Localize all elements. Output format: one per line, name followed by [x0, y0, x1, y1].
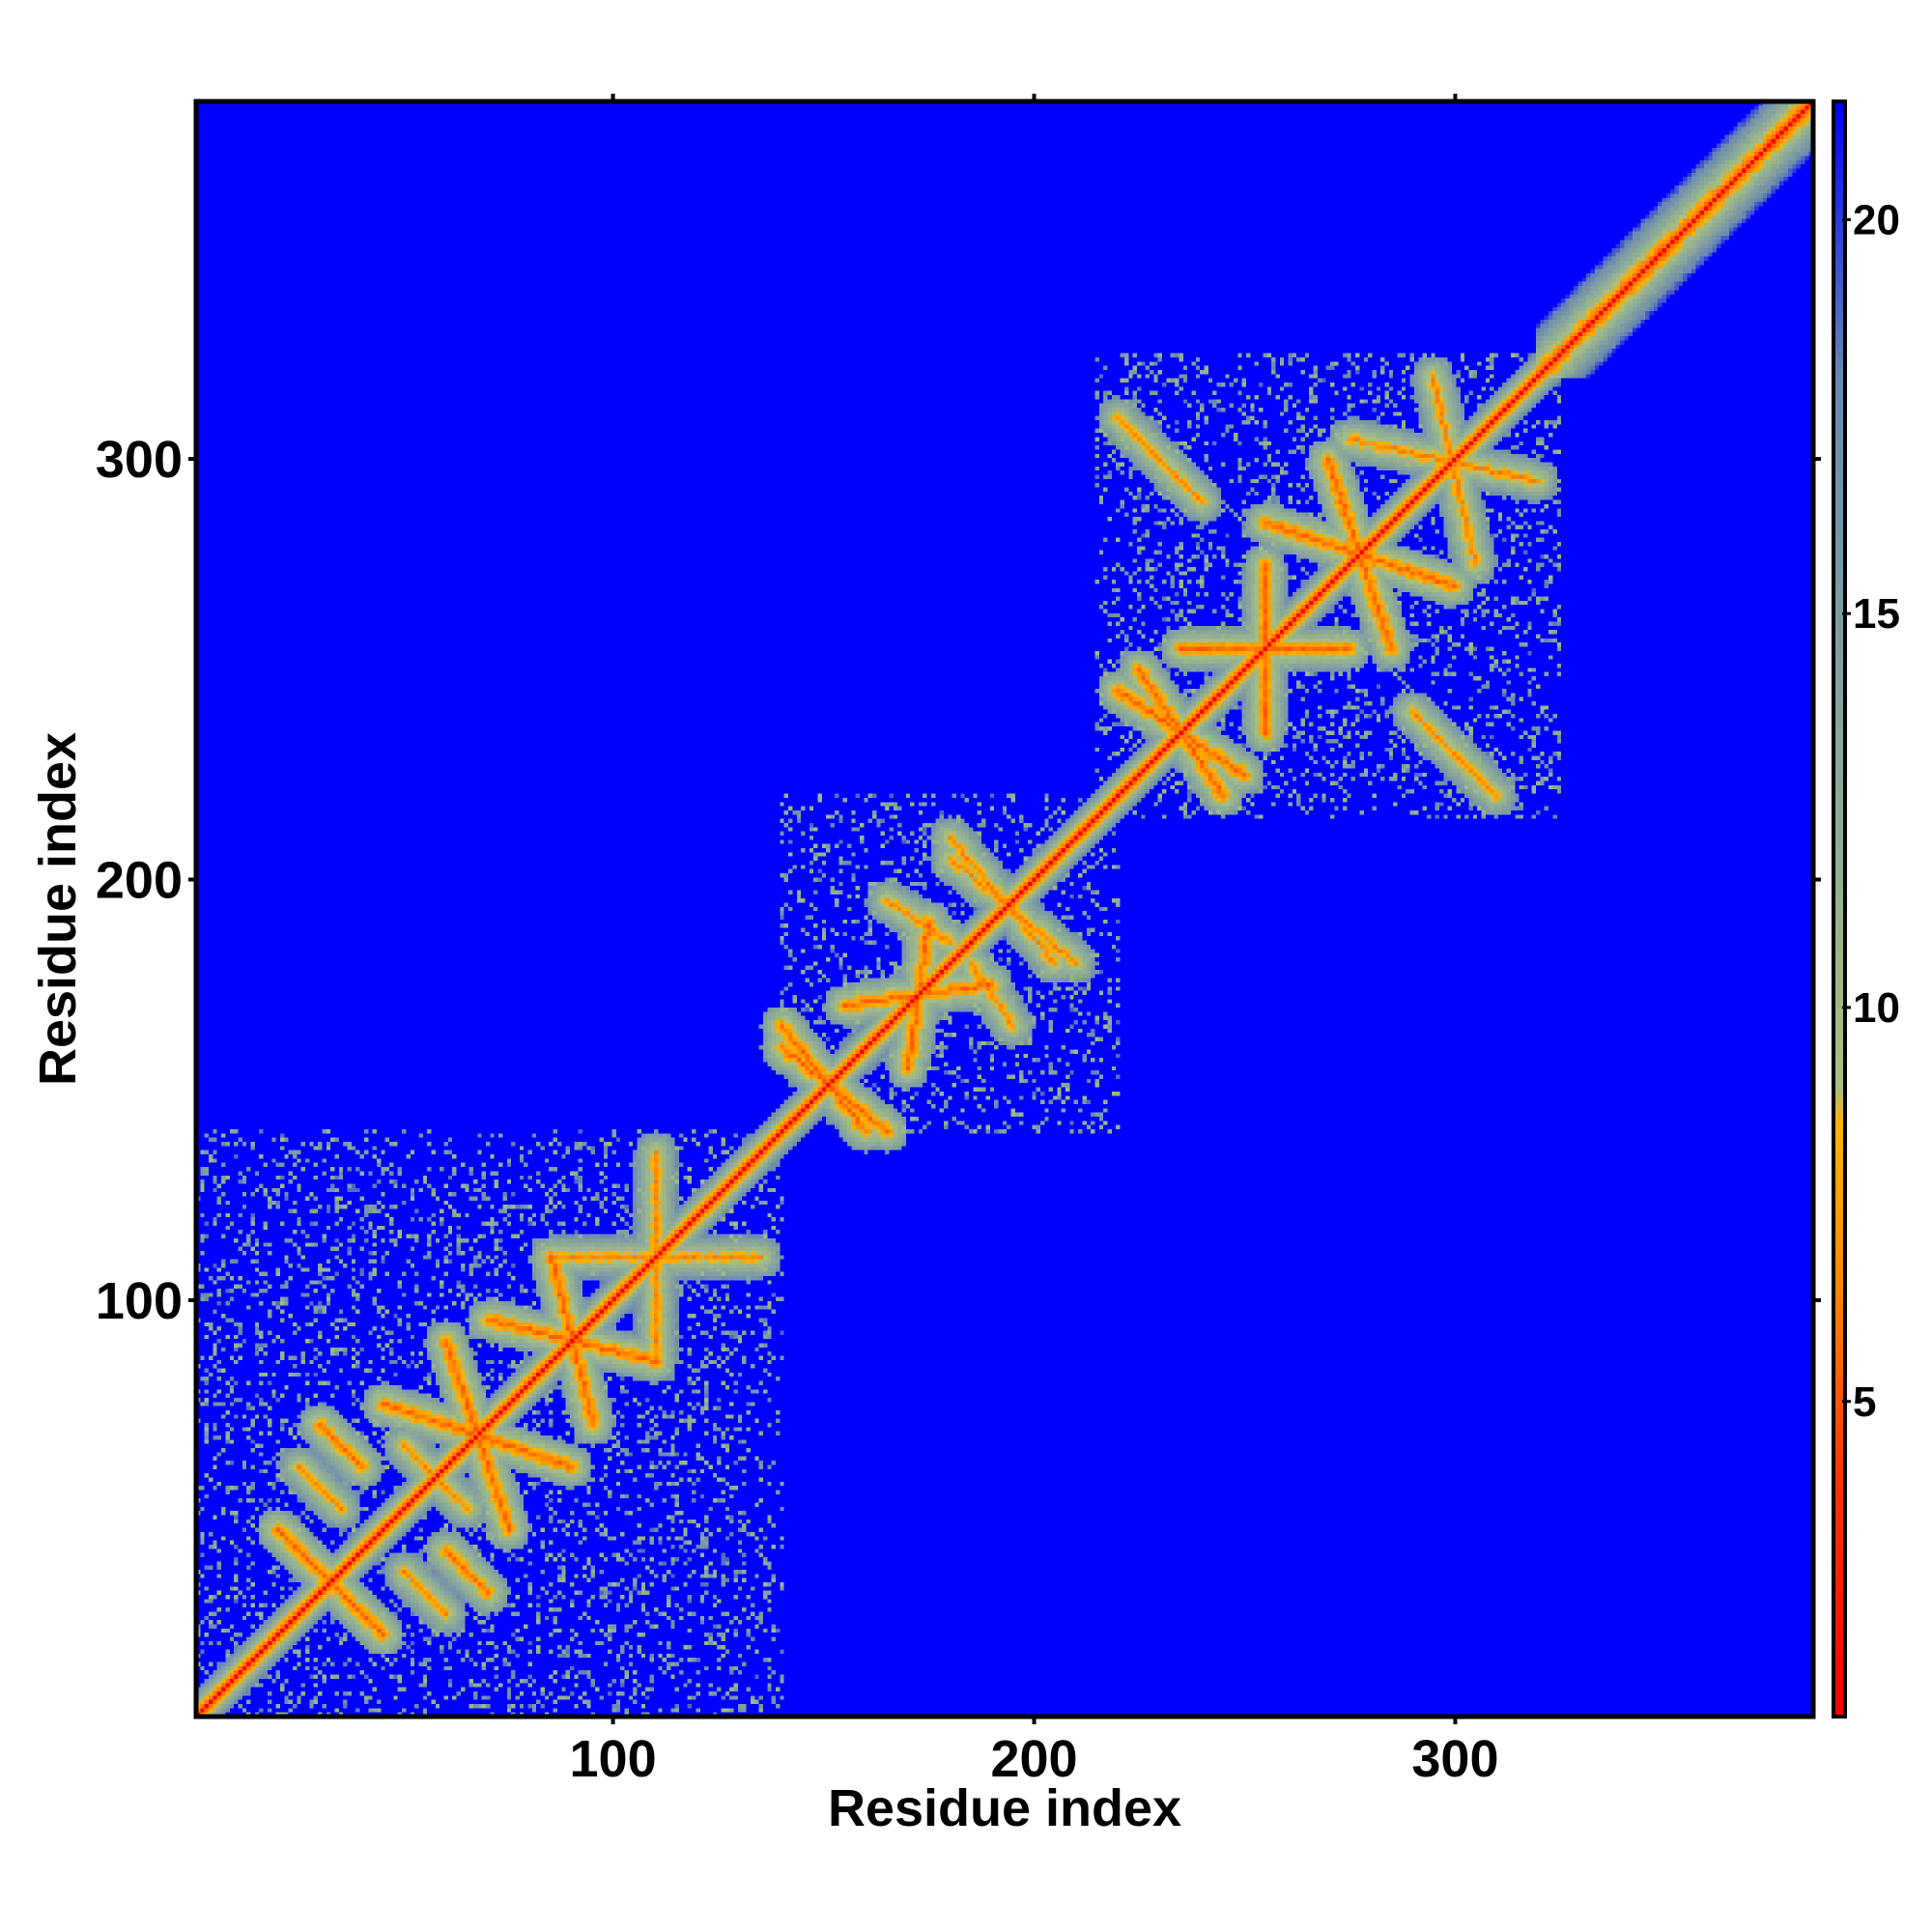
- colorbar-tick-label: 10: [1853, 984, 1900, 1032]
- x-axis-title: Residue index: [828, 1779, 1181, 1837]
- x-tick-label: 200: [990, 1730, 1077, 1788]
- y-axis: 100 200 300: [96, 431, 1821, 1330]
- colorbar-tick-label: 15: [1853, 590, 1900, 638]
- heatmap-cells: [196, 101, 1813, 1717]
- x-axis: 100 200 300: [570, 94, 1499, 1788]
- colorbar: 5 10 15 20: [1832, 99, 1900, 1719]
- colorbar-tick-label: 5: [1853, 1378, 1876, 1426]
- y-tick-label: 300: [96, 431, 183, 489]
- colorbar-tick-label: 20: [1853, 196, 1900, 243]
- heatmap: [196, 101, 1813, 1717]
- colorbar-ticks: 5 10 15 20: [1842, 196, 1900, 1426]
- y-tick-label: 100: [96, 1272, 183, 1330]
- y-tick-label: 200: [96, 852, 183, 910]
- x-tick-label: 100: [570, 1730, 657, 1788]
- plot-frame: [193, 99, 1816, 1719]
- y-axis-title: Residue index: [29, 732, 87, 1086]
- colorbar-gradient: [1833, 101, 1845, 1717]
- x-tick-label: 300: [1411, 1730, 1498, 1788]
- colorbar-frame: [1832, 99, 1847, 1719]
